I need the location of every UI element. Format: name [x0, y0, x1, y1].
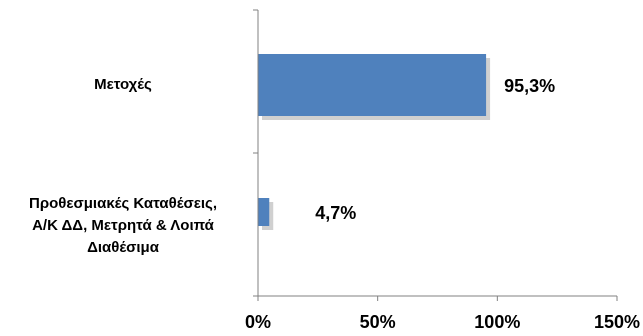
x-tick-label: 150% — [594, 312, 640, 332]
data-label: 4,7% — [315, 203, 356, 223]
x-tick-label: 0% — [245, 312, 271, 332]
bar — [258, 54, 487, 116]
category-label-line: Προθεσμιακές Καταθέσεις, — [28, 195, 218, 212]
category-label-line: Α/Κ ΔΔ, Μετρητά & Λοιπά — [32, 217, 214, 234]
x-tick-label: 100% — [474, 312, 520, 332]
data-label: 95,3% — [504, 76, 555, 96]
category-label: Μετοχές — [0, 74, 248, 96]
x-tick-label: 50% — [360, 312, 396, 332]
category-label-line: Μετοχές — [94, 76, 152, 93]
category-label: Προθεσμιακές Καταθέσεις, Α/Κ ΔΔ, Μετρητά … — [0, 193, 248, 259]
bar — [258, 198, 270, 226]
category-label-line: Διαθέσιμα — [87, 239, 159, 256]
